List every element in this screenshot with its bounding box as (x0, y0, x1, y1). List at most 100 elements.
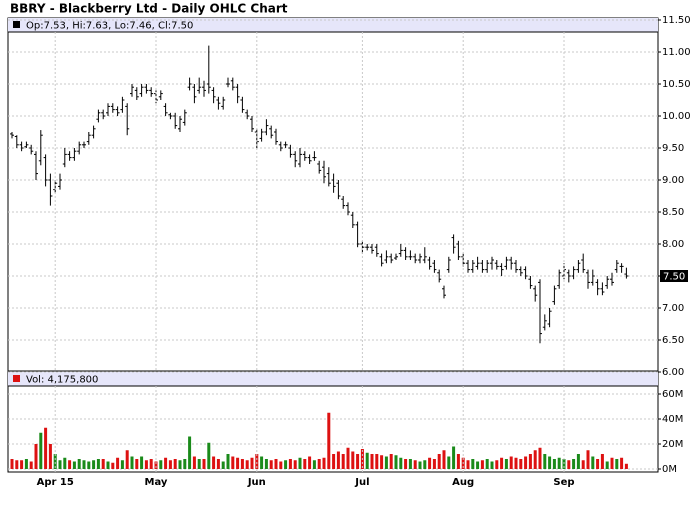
volume-bar (624, 463, 628, 469)
volume-bar (250, 457, 254, 469)
volume-bar (466, 460, 470, 469)
volume-bar (356, 454, 360, 469)
volume-bar (178, 460, 182, 469)
volume-bar (384, 456, 388, 469)
volume-bar (24, 459, 28, 469)
volume-bar (192, 456, 196, 469)
volume-bar (140, 456, 144, 469)
y-tick-label: 40M (662, 414, 683, 425)
volume-bar (552, 459, 556, 469)
y-tick-label: 8.50 (662, 207, 684, 218)
volume-bar (120, 460, 124, 469)
volume-bar (303, 459, 307, 469)
y-tick-label: 9.00 (662, 175, 684, 186)
volume-bar (226, 454, 230, 469)
volume-bar (322, 457, 326, 469)
volume-bar (159, 460, 163, 469)
volume-bar (500, 457, 504, 469)
chart-title: BBRY - Blackberry Ltd - Daily OHLC Chart (10, 2, 288, 16)
volume-bar (548, 456, 552, 469)
volume-legend-strip (8, 372, 658, 386)
volume-bar (341, 454, 345, 469)
volume-legend: Vol: 4,175,800 (26, 375, 98, 386)
volume-bar (413, 460, 417, 469)
volume-bar (135, 459, 139, 469)
volume-bar (308, 456, 312, 469)
volume-bar (82, 460, 86, 469)
volume-bar (452, 446, 456, 469)
volume-bar (533, 450, 537, 469)
legend-swatch (13, 21, 20, 28)
volume-bar (72, 461, 76, 469)
volume-bar (418, 461, 422, 469)
volume-bar (312, 460, 316, 469)
volume-bar (96, 459, 100, 469)
volume-bar (389, 454, 393, 469)
volume-bar (519, 459, 523, 469)
x-tick-label: Jun (247, 477, 266, 488)
volume-bar (130, 456, 134, 469)
volume-bar (58, 460, 62, 469)
volume-bar (168, 460, 172, 469)
volume-bar (101, 459, 105, 469)
volume-bar (605, 461, 609, 469)
volume-bar (346, 447, 350, 469)
volume-bar (581, 460, 585, 469)
volume-bar (567, 460, 571, 469)
volume-bar (485, 459, 489, 469)
volume-bar (572, 459, 576, 469)
price-panel (7, 17, 659, 372)
volume-bar (106, 461, 110, 469)
volume-bar (212, 456, 216, 469)
x-tick-label: Jul (354, 477, 369, 488)
y-tick-label: 7.00 (662, 303, 684, 314)
volume-bar (514, 457, 518, 469)
volume-bar (432, 459, 436, 469)
volume-bar (255, 454, 259, 469)
y-tick-label: 11.50 (662, 15, 691, 26)
volume-bar (509, 456, 513, 469)
last-price-label: 7.50 (663, 272, 685, 283)
volume-bar (183, 459, 187, 469)
volume-bar (408, 459, 412, 469)
volume-bar (528, 454, 532, 469)
volume-bar (596, 459, 600, 469)
volume-bar (63, 457, 67, 469)
volume-bar (471, 459, 475, 469)
volume-bar (524, 456, 528, 469)
volume-bar (495, 460, 499, 469)
volume-bar (476, 461, 480, 469)
volume-bar (202, 459, 206, 469)
y-tick-label: 9.50 (662, 143, 684, 154)
volume-bar (44, 427, 48, 469)
volume-bar (404, 459, 408, 469)
volume-bar (423, 460, 427, 469)
volume-bar (15, 460, 19, 469)
volume-bar (245, 460, 249, 469)
volume-bar (480, 460, 484, 469)
volume-bar (116, 457, 120, 469)
volume-bar (39, 432, 43, 469)
volume-bar (394, 455, 398, 469)
volume-bar (490, 461, 494, 469)
volume-bar (504, 459, 508, 469)
volume-bar (557, 457, 561, 469)
volume-bar (111, 462, 115, 469)
volume-bar (615, 459, 619, 469)
volume-bar (336, 451, 340, 469)
volume-bar (586, 450, 590, 469)
volume-bar (600, 454, 604, 469)
volume-bar (543, 454, 547, 469)
volume-bar (144, 460, 148, 469)
volume-bar (591, 456, 595, 469)
volume-bar (284, 460, 288, 469)
volume-bar (260, 456, 264, 469)
volume-bar (447, 456, 451, 469)
volume-bar (236, 457, 240, 469)
volume-bar (576, 454, 580, 469)
volume-bar (456, 454, 460, 469)
volume-bar (10, 459, 14, 469)
volume-bar (20, 460, 24, 469)
y-tick-label: 60M (662, 389, 683, 400)
